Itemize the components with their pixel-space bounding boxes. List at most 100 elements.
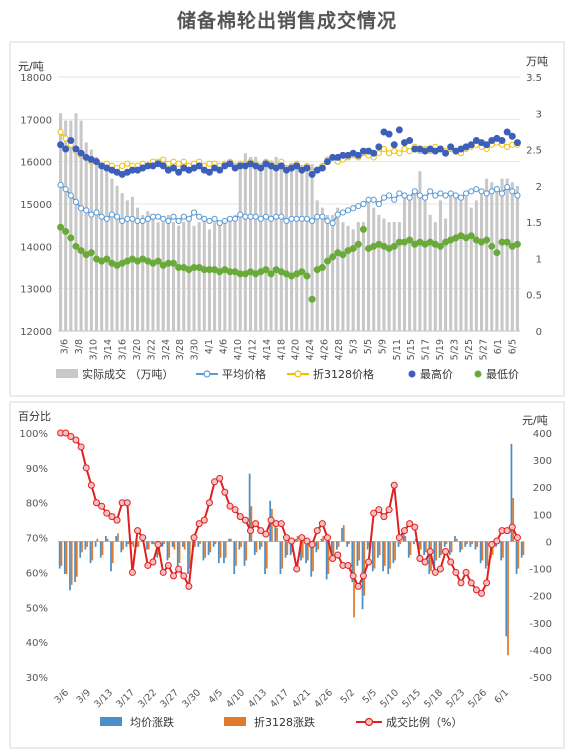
chart2-avg-change-bar — [397, 541, 400, 547]
chart1-avg-price-point — [478, 188, 485, 195]
chart2-ratio-point — [452, 568, 460, 576]
chart2-3128-change-bar — [255, 541, 258, 553]
chart1-volume-bar — [79, 120, 83, 332]
chart2-3128-change-bar — [70, 541, 73, 585]
chart1-volume-bar — [182, 222, 186, 331]
chart2-ratio-point — [390, 481, 398, 489]
chart1-avg-price-point — [78, 205, 85, 212]
chart2-3128-change-bar — [414, 538, 417, 542]
chart2-avg-change-bar — [341, 527, 343, 542]
chart2-left-tick: 40% — [26, 638, 48, 649]
chart2-3128-change-bar — [507, 541, 509, 656]
chart2-avg-change-bar — [115, 536, 118, 542]
chart2-3128-change-bar — [127, 541, 130, 545]
chart2-avg-change-bar — [484, 541, 487, 569]
chart1-min-price-point — [349, 244, 357, 252]
chart1-min-price-point — [170, 259, 177, 267]
chart2-left-tick: 80% — [26, 499, 48, 510]
chart2-ratio-point — [185, 582, 193, 590]
chart1-3128-price-point — [504, 143, 511, 150]
chart1-avg-price-point — [247, 213, 254, 220]
chart2-ratio-point — [329, 554, 337, 562]
chart2-avg-change-bar — [166, 541, 169, 561]
chart2-3128-change-bar — [389, 541, 391, 569]
chart1-volume-bar — [479, 193, 484, 331]
chart1-volume-bar — [433, 222, 437, 331]
chart2-ratio-point — [236, 513, 244, 521]
chart1-avg-price-point — [509, 188, 516, 195]
chart1-x-tick: 3/22 — [146, 339, 157, 360]
chart2-3128-change-bar — [394, 541, 396, 561]
chart1-min-price-point — [406, 236, 414, 244]
chart1-volume-bar — [377, 214, 381, 331]
chart2-ratio-point — [128, 568, 136, 576]
chart1-avg-price-point — [437, 190, 444, 197]
chart1-volume-bar — [485, 178, 489, 331]
chart2-ratio-point — [442, 548, 450, 556]
chart2-ratio-point — [344, 561, 352, 569]
chart2-3128-change-bar — [378, 541, 381, 555]
chart2-avg-change-bar — [284, 541, 287, 558]
chart1-avg-price-point — [293, 215, 300, 222]
chart2-3128-change-bar — [122, 541, 124, 550]
chart2-ratio-point — [72, 436, 80, 444]
chart2-avg-change-bar — [464, 541, 467, 547]
chart1-3128-price-point — [170, 158, 177, 165]
chart1-volume-bar — [336, 207, 340, 331]
chart2-avg-change-bar — [182, 541, 184, 547]
chart2-3128-change-bar — [168, 541, 171, 558]
chart2-ratio-point — [180, 572, 188, 580]
chart1-legend-marker — [203, 370, 211, 378]
chart1-x-tick: 5/11 — [392, 339, 403, 360]
chart1-avg-price-point — [124, 215, 131, 222]
chart2-ratio-point — [513, 534, 521, 542]
chart2-left-unit: 百分比 — [18, 410, 51, 423]
chart1-min-price-point — [67, 234, 75, 242]
chart1-avg-price-point — [273, 213, 280, 220]
chart1-x-tick: 3/16 — [117, 339, 128, 360]
chart2-avg-change-bar — [99, 541, 102, 558]
chart1-avg-price-point — [216, 219, 223, 227]
chart1-volume-bar — [136, 207, 140, 331]
chart1-3128-price-point — [206, 160, 213, 167]
chart1-max-price-point — [205, 168, 213, 176]
chart1-avg-price-point — [514, 192, 521, 199]
chart1-avg-price-point — [447, 190, 454, 197]
chart2-ratio-point — [472, 586, 480, 594]
chart1-max-price-point — [67, 137, 75, 144]
chart2-ratio-point — [144, 561, 152, 569]
chart2-3128-change-bar — [466, 541, 468, 545]
chart1-volume-bar — [213, 222, 217, 331]
chart1-volume-bar — [356, 222, 360, 331]
chart1-legend-marker — [294, 370, 302, 378]
chart1-volume-bar — [161, 222, 165, 331]
chart1-min-price-point — [483, 236, 491, 244]
chart2-ratio-point — [159, 568, 167, 576]
chart1-right-tick: 3.5 — [526, 73, 542, 84]
chart1-avg-price-point — [391, 196, 398, 203]
chart1-max-price-point — [370, 149, 378, 157]
chart2-ratio-point — [221, 488, 229, 496]
chart2-avg-change-bar — [428, 541, 431, 574]
chart2-ratio-point — [401, 527, 408, 535]
chart2-3128-change-bar — [481, 541, 484, 561]
chart1-x-tick: 5/15 — [406, 339, 417, 360]
chart1-volume-bar — [515, 185, 519, 331]
chart1-volume-bar — [94, 156, 99, 331]
chart1-avg-price-point — [267, 215, 275, 222]
chart1-min-price-point — [513, 240, 521, 248]
chart2-ratio-point — [154, 541, 162, 549]
chart1-min-price-point — [318, 264, 326, 271]
chart1-max-price-point — [508, 132, 516, 140]
chart1-x-tick: 5/23 — [450, 339, 461, 360]
chart2-avg-change-bar — [264, 541, 266, 574]
chart2-ratio-point — [411, 523, 419, 531]
chart1-avg-price-point — [303, 215, 311, 222]
chart2-ratio-point — [195, 520, 203, 528]
chart2-ratio-point — [164, 561, 172, 569]
chart1-volume-bar — [418, 171, 422, 331]
chart1-max-price-point — [436, 145, 444, 153]
chart2-avg-change-bar — [505, 541, 508, 637]
chart2-3128-change-bar — [132, 541, 135, 547]
chart1-volume-bar — [444, 218, 448, 331]
